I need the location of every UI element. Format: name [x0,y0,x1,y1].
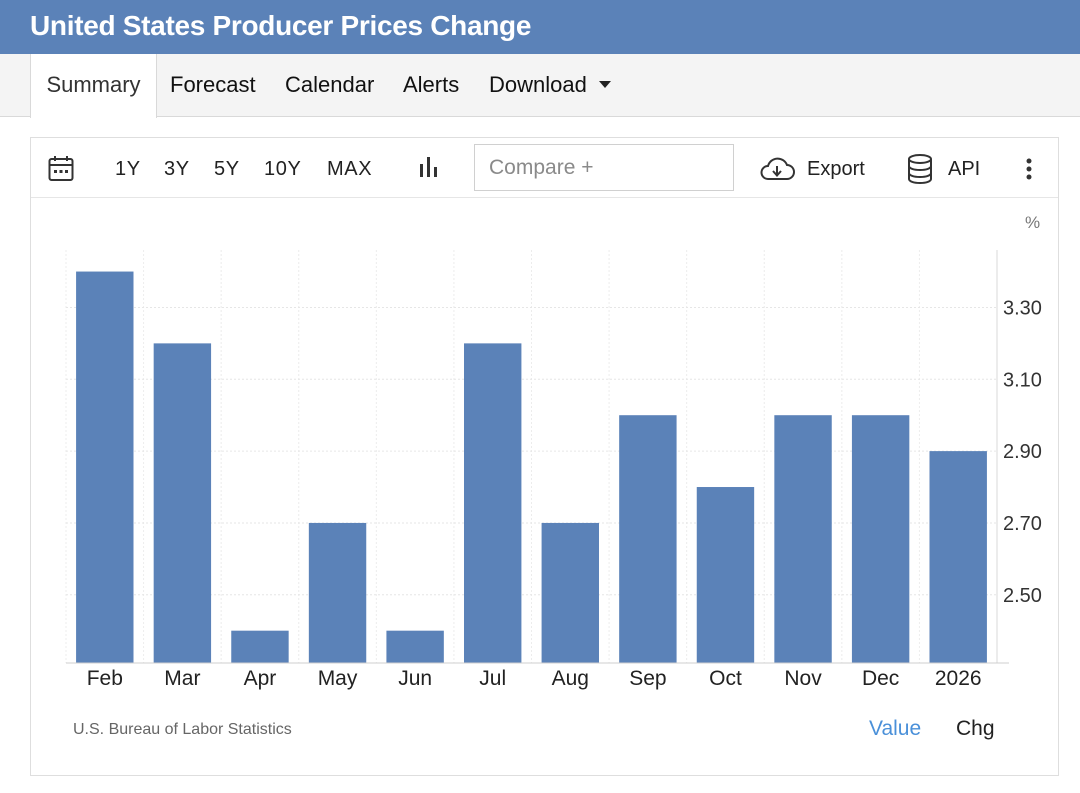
bar [464,343,522,663]
database-icon[interactable] [907,154,933,189]
range-1y-button[interactable]: 1Y [115,158,141,180]
api-button[interactable]: API [948,158,981,180]
x-tick-label: Jul [479,667,506,690]
bar [386,630,444,663]
x-tick-label: Nov [784,667,822,690]
caret-down-icon [598,80,611,88]
bar-chart-icon[interactable] [417,156,441,183]
bar [774,415,832,663]
export-button[interactable]: Export [807,158,865,180]
x-tick-label: 2026 [935,667,982,690]
chart-toolbar: 1Y 3Y 5Y 10Y MAX Export [31,138,1058,198]
range-10y-button[interactable]: 10Y [264,158,302,180]
x-tick-label: Dec [862,667,899,690]
tab-calendar[interactable]: Calendar [285,72,375,97]
title-bar: United States Producer Prices Change [0,0,1080,54]
chart-card: 1Y 3Y 5Y 10Y MAX Export [30,137,1059,776]
x-tick-label: Sep [629,667,666,690]
bar [929,451,987,663]
y-tick-label: 3.30 [1003,297,1042,319]
range-max-button[interactable]: MAX [327,158,373,180]
bar [619,415,677,663]
unit-label: % [1025,213,1040,232]
y-tick-label: 2.90 [1003,441,1042,463]
x-tick-label: Oct [709,667,742,690]
tab-summary[interactable]: Summary [30,54,157,118]
source-label: U.S. Bureau of Labor Statistics [73,721,292,738]
bar [308,522,367,663]
tab-alerts[interactable]: Alerts [403,72,460,97]
cloud-download-icon[interactable] [759,156,795,187]
calendar-icon[interactable] [48,155,74,187]
tab-bar: Summary Forecast Calendar Alerts Downloa… [0,54,1080,118]
x-tick-label: Apr [244,667,277,690]
x-tick-label: Aug [552,667,589,690]
x-tick-label: Feb [87,667,123,690]
tab-forecast[interactable]: Forecast [170,72,256,97]
more-vertical-icon[interactable] [1026,158,1032,185]
compare-input[interactable] [474,144,734,191]
y-tick-label: 3.10 [1003,369,1042,391]
x-tick-label: Jun [398,667,432,690]
bar [851,415,910,663]
tab-download[interactable]: Download [489,54,611,117]
value-toggle[interactable]: Value [869,717,922,740]
chg-toggle[interactable]: Chg [956,717,995,740]
x-tick-label: Mar [164,667,200,690]
bar [76,271,134,663]
bar [541,522,599,663]
bar-chart: 2.50 2.70 2.90 3.10 3.30% Feb Mar Apr May Jun Jul A… [65,213,1042,690]
y-tick-label: 2.70 [1003,513,1042,535]
y-tick-label: 2.50 [1003,585,1042,607]
range-3y-button[interactable]: 3Y [164,158,190,180]
bar [696,487,755,663]
tab-download-label: Download [489,72,587,97]
x-tick-label: May [318,667,358,690]
bar [153,343,212,663]
range-5y-button[interactable]: 5Y [214,158,240,180]
bar [231,630,289,663]
page-title: United States Producer Prices Change [30,10,532,41]
